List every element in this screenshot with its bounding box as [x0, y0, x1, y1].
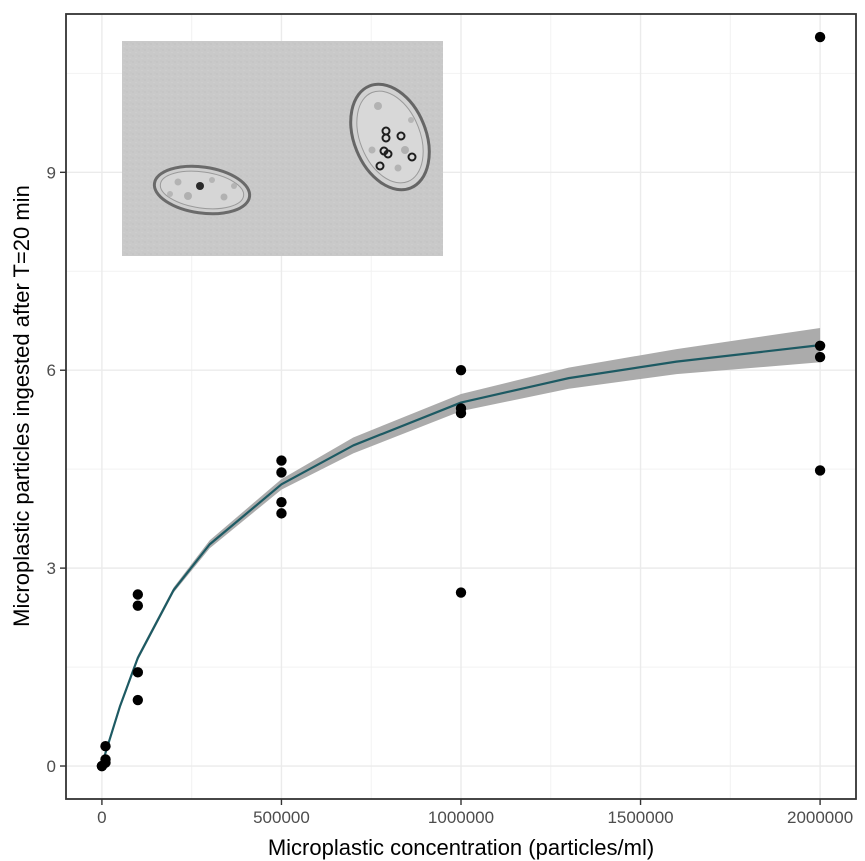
y-tick-label: 3	[47, 559, 56, 578]
ingested-bead	[381, 133, 391, 143]
ingested-bead	[196, 182, 204, 190]
data-point	[132, 667, 144, 678]
data-point	[814, 340, 826, 352]
inset-micrograph	[122, 41, 443, 256]
data-point	[132, 589, 144, 600]
data-point	[132, 694, 144, 706]
ingested-bead	[375, 161, 385, 171]
data-point	[455, 587, 467, 598]
ciliate-cell-left	[152, 164, 252, 216]
ingested-bead	[383, 149, 393, 159]
x-tick-label: 500000	[253, 808, 310, 827]
data-point	[814, 31, 826, 43]
y-tick-label: 6	[47, 361, 56, 380]
data-point	[814, 465, 826, 476]
data-point	[276, 508, 287, 519]
x-tick-label: 0	[97, 808, 106, 827]
fit-curve	[100, 344, 821, 767]
x-tick-label: 1000000	[428, 808, 494, 827]
y-tick-label: 0	[47, 757, 56, 776]
ingested-bead	[396, 131, 406, 141]
data-point	[814, 351, 826, 363]
ingested-bead	[407, 152, 417, 162]
x-tick-label: 2000000	[787, 808, 853, 827]
data-point	[455, 365, 467, 376]
x-axis: 0 500000 1000000 1500000 2000000	[97, 799, 853, 827]
data-point	[455, 407, 467, 419]
ciliate-cell-right	[349, 82, 431, 192]
y-axis-title: Microplastic particles ingested after T=…	[9, 185, 34, 627]
x-axis-title: Microplastic concentration (particles/ml…	[268, 835, 654, 860]
data-point	[100, 741, 111, 752]
plot-layer	[96, 31, 826, 772]
data-point	[276, 455, 287, 466]
data-point	[100, 754, 111, 765]
y-axis: 0 3 6 9	[47, 163, 66, 776]
y-tick-label: 9	[47, 163, 56, 182]
data-point	[132, 600, 144, 611]
data-point	[276, 467, 287, 478]
data-point	[276, 496, 287, 508]
x-tick-label: 1500000	[607, 808, 673, 827]
